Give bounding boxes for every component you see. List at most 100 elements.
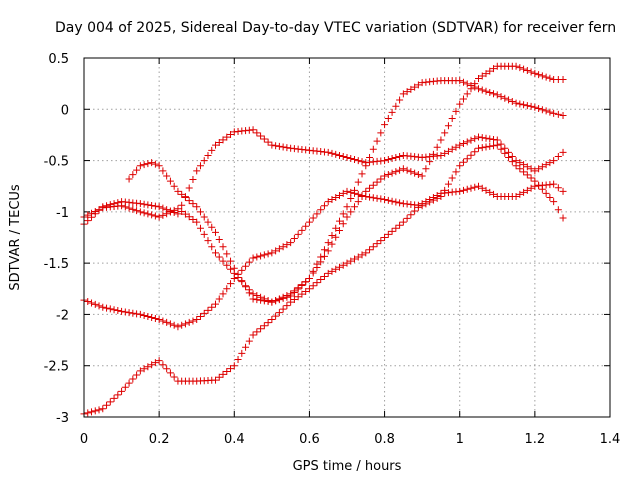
data-point <box>159 167 167 175</box>
data-point <box>88 209 96 217</box>
y-tick-label: 0 <box>61 103 69 118</box>
data-point <box>366 153 374 161</box>
data-point <box>373 178 381 186</box>
data-point <box>388 155 396 163</box>
data-point <box>223 250 231 258</box>
data-point <box>343 187 351 195</box>
data-point <box>538 106 546 114</box>
data-point <box>501 144 509 152</box>
data-point <box>136 367 144 375</box>
data-point <box>339 152 347 160</box>
data-point <box>347 208 355 216</box>
data-point <box>505 148 513 156</box>
data-point <box>459 186 467 194</box>
data-point <box>452 107 460 115</box>
data-point <box>335 227 343 235</box>
data-point <box>309 269 317 277</box>
data-point <box>200 213 208 221</box>
data-point <box>298 226 306 234</box>
data-point <box>227 280 235 288</box>
data-point <box>178 201 186 209</box>
data-point <box>478 144 486 152</box>
data-point <box>388 197 396 205</box>
data-point <box>538 72 546 80</box>
data-point <box>305 285 313 293</box>
data-point <box>520 65 528 73</box>
x-tick-label: 1.2 <box>525 432 546 447</box>
data-point <box>486 142 494 150</box>
data-point <box>354 198 362 206</box>
data-point <box>275 296 283 304</box>
data-point <box>354 190 362 198</box>
data-point <box>212 376 219 384</box>
data-point <box>140 200 148 208</box>
y-tick-label: -0.5 <box>44 155 69 170</box>
data-point <box>444 122 452 130</box>
data-point <box>181 210 189 218</box>
data-point <box>347 155 355 163</box>
data-point <box>148 211 156 219</box>
data-point <box>366 184 374 192</box>
data-point <box>399 218 407 226</box>
data-point <box>482 87 490 95</box>
data-point <box>253 129 261 137</box>
data-point <box>159 204 167 212</box>
data-point <box>396 96 404 104</box>
data-point <box>272 312 280 320</box>
data-point <box>343 203 351 211</box>
data-point <box>377 237 385 245</box>
data-point <box>155 213 163 221</box>
data-point <box>339 210 347 218</box>
data-point <box>125 379 133 387</box>
data-point <box>531 167 539 175</box>
data-point <box>459 78 467 86</box>
data-point <box>151 202 159 210</box>
data-point <box>441 129 449 137</box>
data-point <box>133 207 141 215</box>
data-point <box>448 115 456 123</box>
data-point <box>283 241 291 249</box>
data-point <box>403 88 411 96</box>
data-point <box>230 362 238 370</box>
data-point <box>324 198 332 206</box>
data-point <box>456 100 464 108</box>
data-point <box>133 371 141 379</box>
data-point <box>535 104 543 112</box>
data-point <box>328 231 336 239</box>
data-point <box>550 180 558 188</box>
data-point <box>463 80 471 88</box>
data-point <box>418 202 426 210</box>
data-point <box>320 202 328 210</box>
data-point <box>328 267 336 275</box>
data-point <box>84 298 92 306</box>
data-point <box>305 275 313 283</box>
data-point <box>381 157 389 165</box>
data-point <box>260 135 268 143</box>
data-point <box>467 151 475 159</box>
data-point <box>396 166 404 174</box>
data-point <box>559 214 567 222</box>
data-point <box>294 293 302 301</box>
data-point <box>163 172 171 180</box>
data-point <box>490 135 498 143</box>
data-point <box>538 185 546 193</box>
data-point <box>185 184 193 192</box>
data-point <box>531 177 539 185</box>
data-point <box>302 278 310 286</box>
data-point <box>249 254 257 262</box>
data-point <box>99 303 107 311</box>
data-point <box>155 316 163 324</box>
data-point <box>95 406 103 414</box>
data-point <box>437 192 445 200</box>
data-point <box>219 370 227 378</box>
data-point <box>219 257 227 265</box>
data-point <box>418 172 426 180</box>
data-point <box>283 302 291 310</box>
x-tick-label: 0.6 <box>299 432 320 447</box>
series-track-3 <box>80 126 567 228</box>
data-point <box>339 189 347 197</box>
x-tick-label: 0 <box>80 432 88 447</box>
data-point <box>257 325 265 333</box>
data-point <box>384 115 392 123</box>
data-point <box>185 318 193 326</box>
